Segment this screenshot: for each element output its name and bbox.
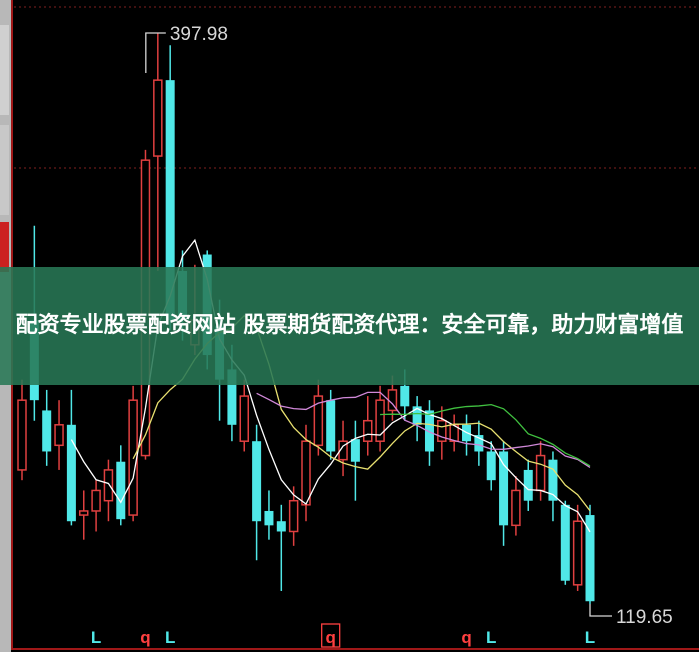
sidebar-tab-active[interactable]	[0, 222, 9, 272]
sidebar-tab[interactable]	[0, 25, 9, 115]
candle-body-down	[412, 406, 422, 425]
candle-body-up	[511, 489, 521, 527]
candle-body-down	[116, 461, 126, 520]
high-price-label: 397.98	[170, 24, 228, 45]
signal-marker-L: L	[91, 628, 101, 647]
candle-body-down	[548, 459, 558, 501]
candle-body-up	[362, 419, 373, 442]
high-arrow	[145, 32, 166, 73]
candle-body-up	[153, 79, 163, 157]
signal-marker-L: L	[486, 628, 496, 647]
signal-marker-L: L	[585, 628, 595, 647]
candle-body-down	[264, 510, 274, 526]
banner-text: 配资专业股票配资网站 股票期货配资代理：安全可靠，助力财富增值	[15, 313, 684, 338]
candle-body-up	[103, 469, 114, 502]
sidebar-tab[interactable]	[0, 125, 9, 215]
candle-body-down	[474, 435, 484, 452]
candle-body-up	[375, 399, 385, 442]
low-arrow	[589, 604, 612, 617]
candle-body-down	[585, 515, 595, 602]
ma30-line	[380, 403, 591, 467]
candle-body-down	[326, 400, 336, 452]
candle-body-up	[572, 520, 583, 586]
candle-body-down	[350, 439, 360, 462]
low-price-label: 119.65	[616, 607, 673, 628]
candle-body-up	[239, 395, 250, 442]
candle-body-down	[486, 451, 496, 481]
candle-body-down	[499, 451, 509, 526]
candle-body-up	[437, 419, 447, 442]
candle-body-up	[91, 489, 101, 512]
candle-body-up	[288, 499, 299, 533]
candle-body-down	[42, 410, 52, 452]
candle-body-down	[400, 385, 410, 407]
candle-body-up	[301, 440, 311, 506]
signal-marker-q: q	[461, 628, 471, 647]
candle-body-up	[338, 440, 348, 461]
signal-marker-q: q	[140, 628, 150, 647]
candle-body-down	[560, 504, 570, 581]
candle-body-down	[276, 521, 286, 532]
candle-body-down	[165, 80, 175, 321]
ma20-line	[256, 391, 591, 469]
candle-body-down	[424, 410, 434, 452]
candle-body-up	[535, 454, 546, 492]
candle-body-up	[54, 424, 64, 447]
candle-body-up	[313, 395, 324, 447]
marker-box	[321, 623, 341, 648]
promo-banner: 配资专业股票配资网站 股票期货配资代理：安全可靠，助力财富增值	[0, 267, 699, 385]
candle-body-up	[78, 510, 89, 516]
candle-body-up	[17, 399, 27, 471]
candle-body-down	[227, 369, 237, 425]
signal-marker-q: q	[326, 628, 336, 647]
signal-marker-L: L	[165, 628, 175, 647]
candle-body-down	[66, 424, 76, 522]
candle-body-down	[523, 469, 533, 501]
candle-body-down	[252, 441, 262, 522]
annotations-group: 397.98 119.65	[145, 24, 673, 628]
